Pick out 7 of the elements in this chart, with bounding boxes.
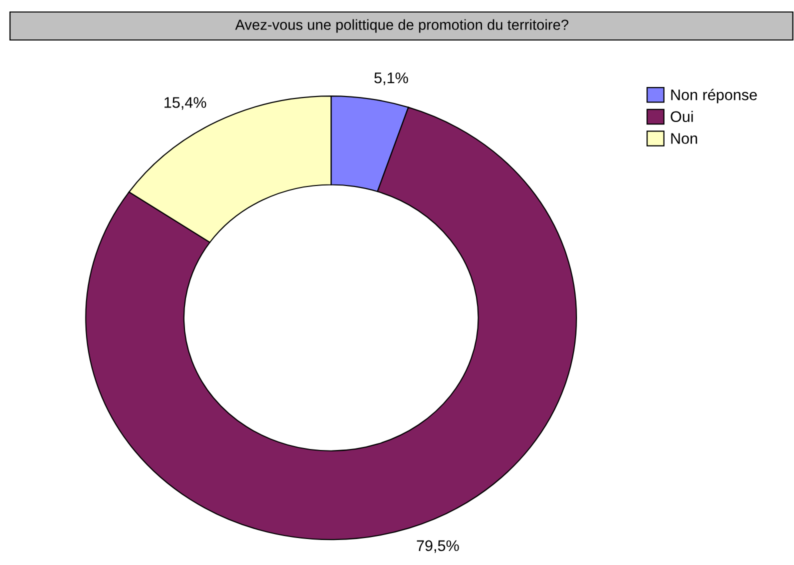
data-label: 5,1% — [374, 72, 408, 86]
legend-label: Non — [671, 133, 698, 144]
data-label: 15,4% — [164, 97, 206, 110]
legend-label: Oui — [670, 110, 693, 122]
legend-label: Non réponse — [671, 88, 757, 104]
chart-title: Avez-vous une polittique de promotion du territoire? — [235, 19, 568, 33]
data-label: 79,5% — [416, 540, 459, 553]
